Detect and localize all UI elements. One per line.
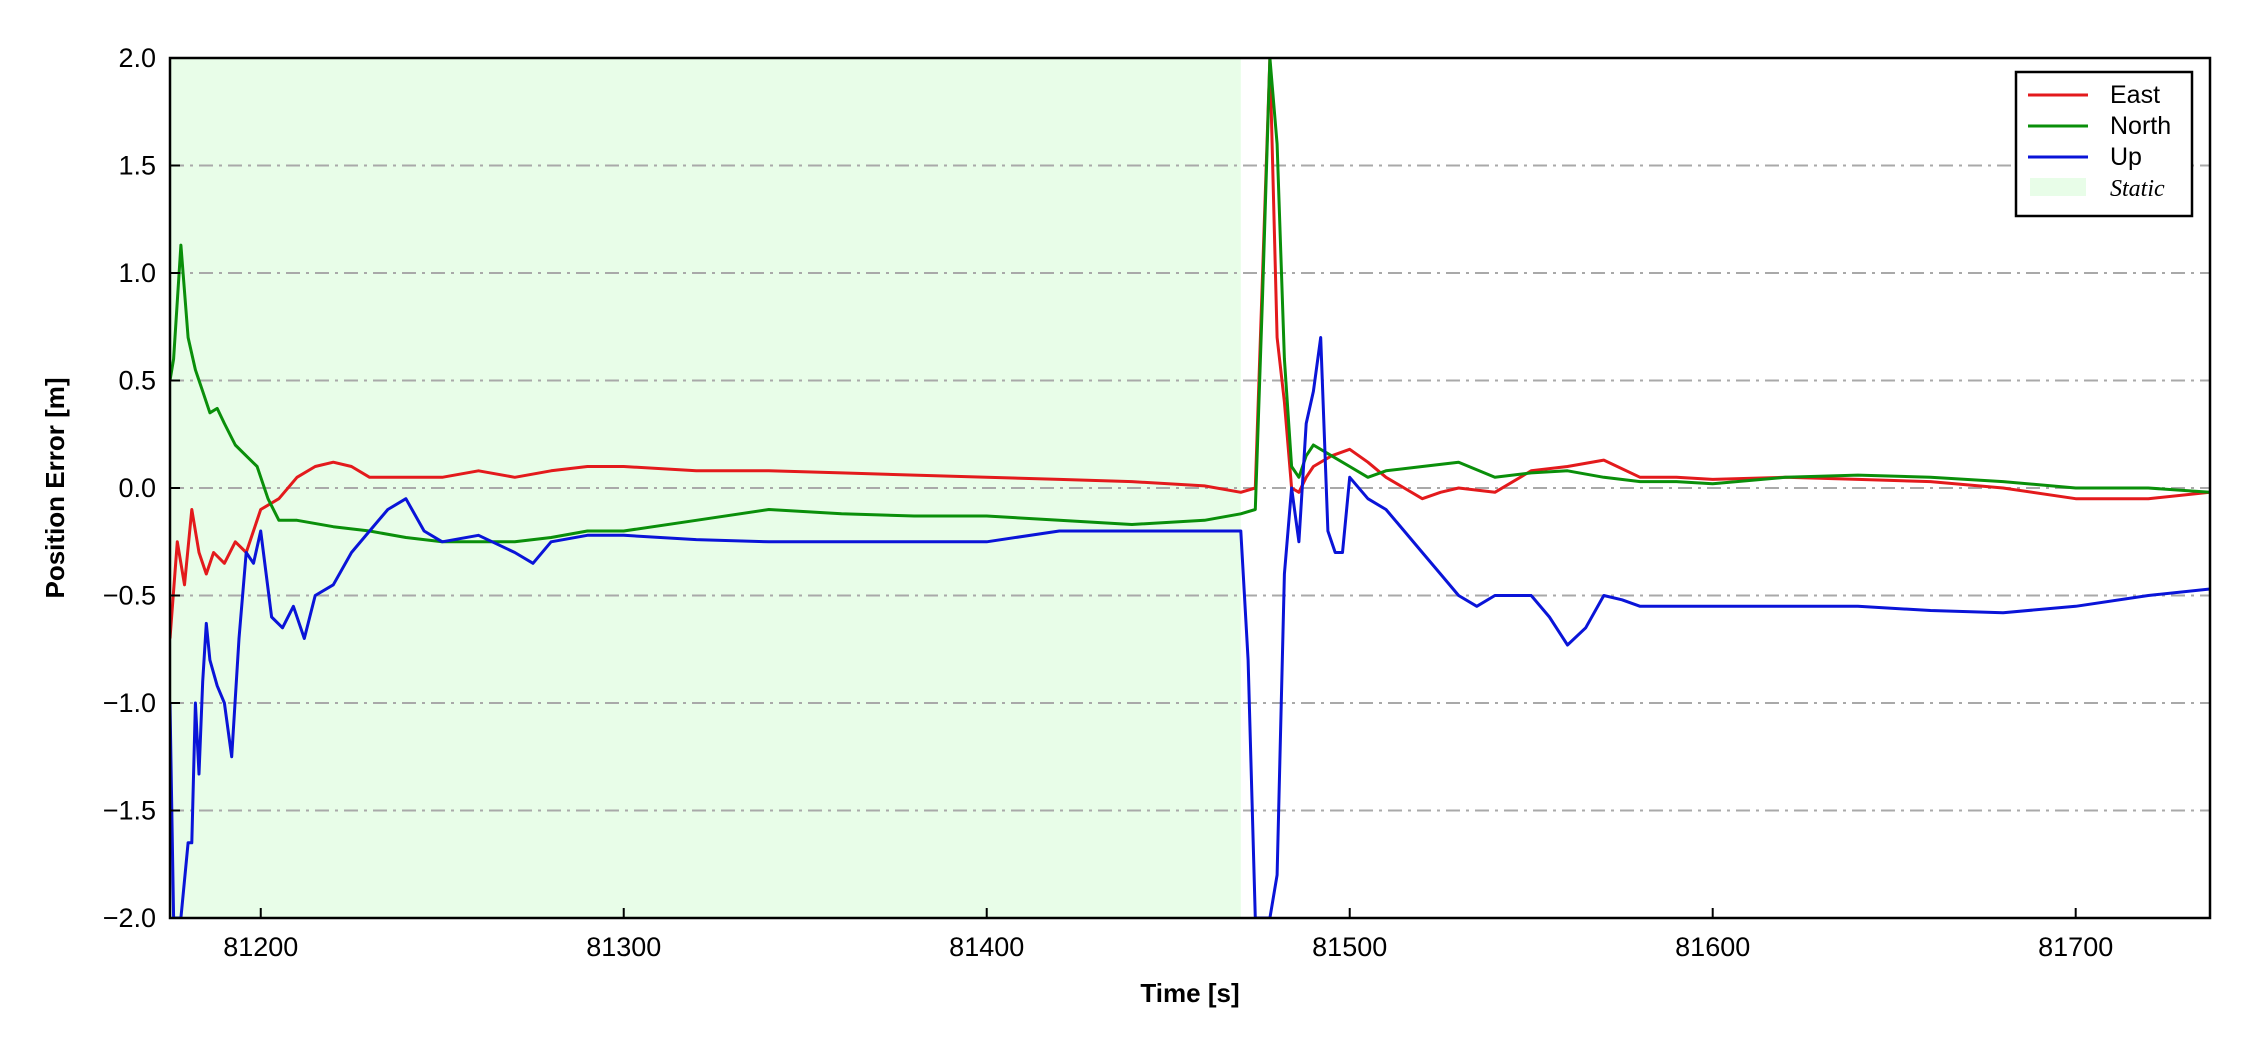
legend-east-label: East — [2110, 81, 2160, 109]
y-tick-label-2: −1.0 — [103, 688, 156, 718]
legend-static-label: Static — [2110, 176, 2165, 202]
series-line-north — [170, 58, 2210, 544]
grid-layer — [170, 164, 2210, 812]
y-tick-label-1: −1.5 — [103, 796, 156, 826]
series-line-up — [170, 336, 2210, 918]
y-axis-title: Position Error [m] — [40, 377, 70, 598]
x-tick-label-1: 81300 — [586, 932, 661, 962]
legend-up-label: Up — [2110, 143, 2142, 171]
x-tick-label-0: 81200 — [223, 932, 298, 962]
y-tick-label-8: 2.0 — [118, 43, 156, 73]
series-layer — [170, 58, 2210, 918]
y-tick-label-7: 1.5 — [118, 151, 156, 181]
legend: East North Up Static — [2014, 70, 2194, 218]
y-tick-label-4: 0.0 — [118, 473, 156, 503]
x-tick-label-3: 81500 — [1312, 932, 1387, 962]
x-tick-label-5: 81700 — [2038, 932, 2113, 962]
y-tick-label-3: −0.5 — [103, 581, 156, 611]
y-tick-label-6: 1.0 — [118, 258, 156, 288]
x-tick-label-2: 81400 — [949, 932, 1024, 962]
x-axis-title: Time [s] — [1140, 978, 1239, 1008]
y-tick-label-5: 0.5 — [118, 366, 156, 396]
tick-layer: 81200 81300 81400 81500 81600 81700 −2.0 −1.5 −1… — [103, 43, 2114, 962]
y-tick-label-0: −2.0 — [103, 903, 156, 933]
legend-static-swatch — [2030, 178, 2086, 196]
legend-north-label: North — [2110, 112, 2171, 140]
x-tick-label-4: 81600 — [1675, 932, 1750, 962]
